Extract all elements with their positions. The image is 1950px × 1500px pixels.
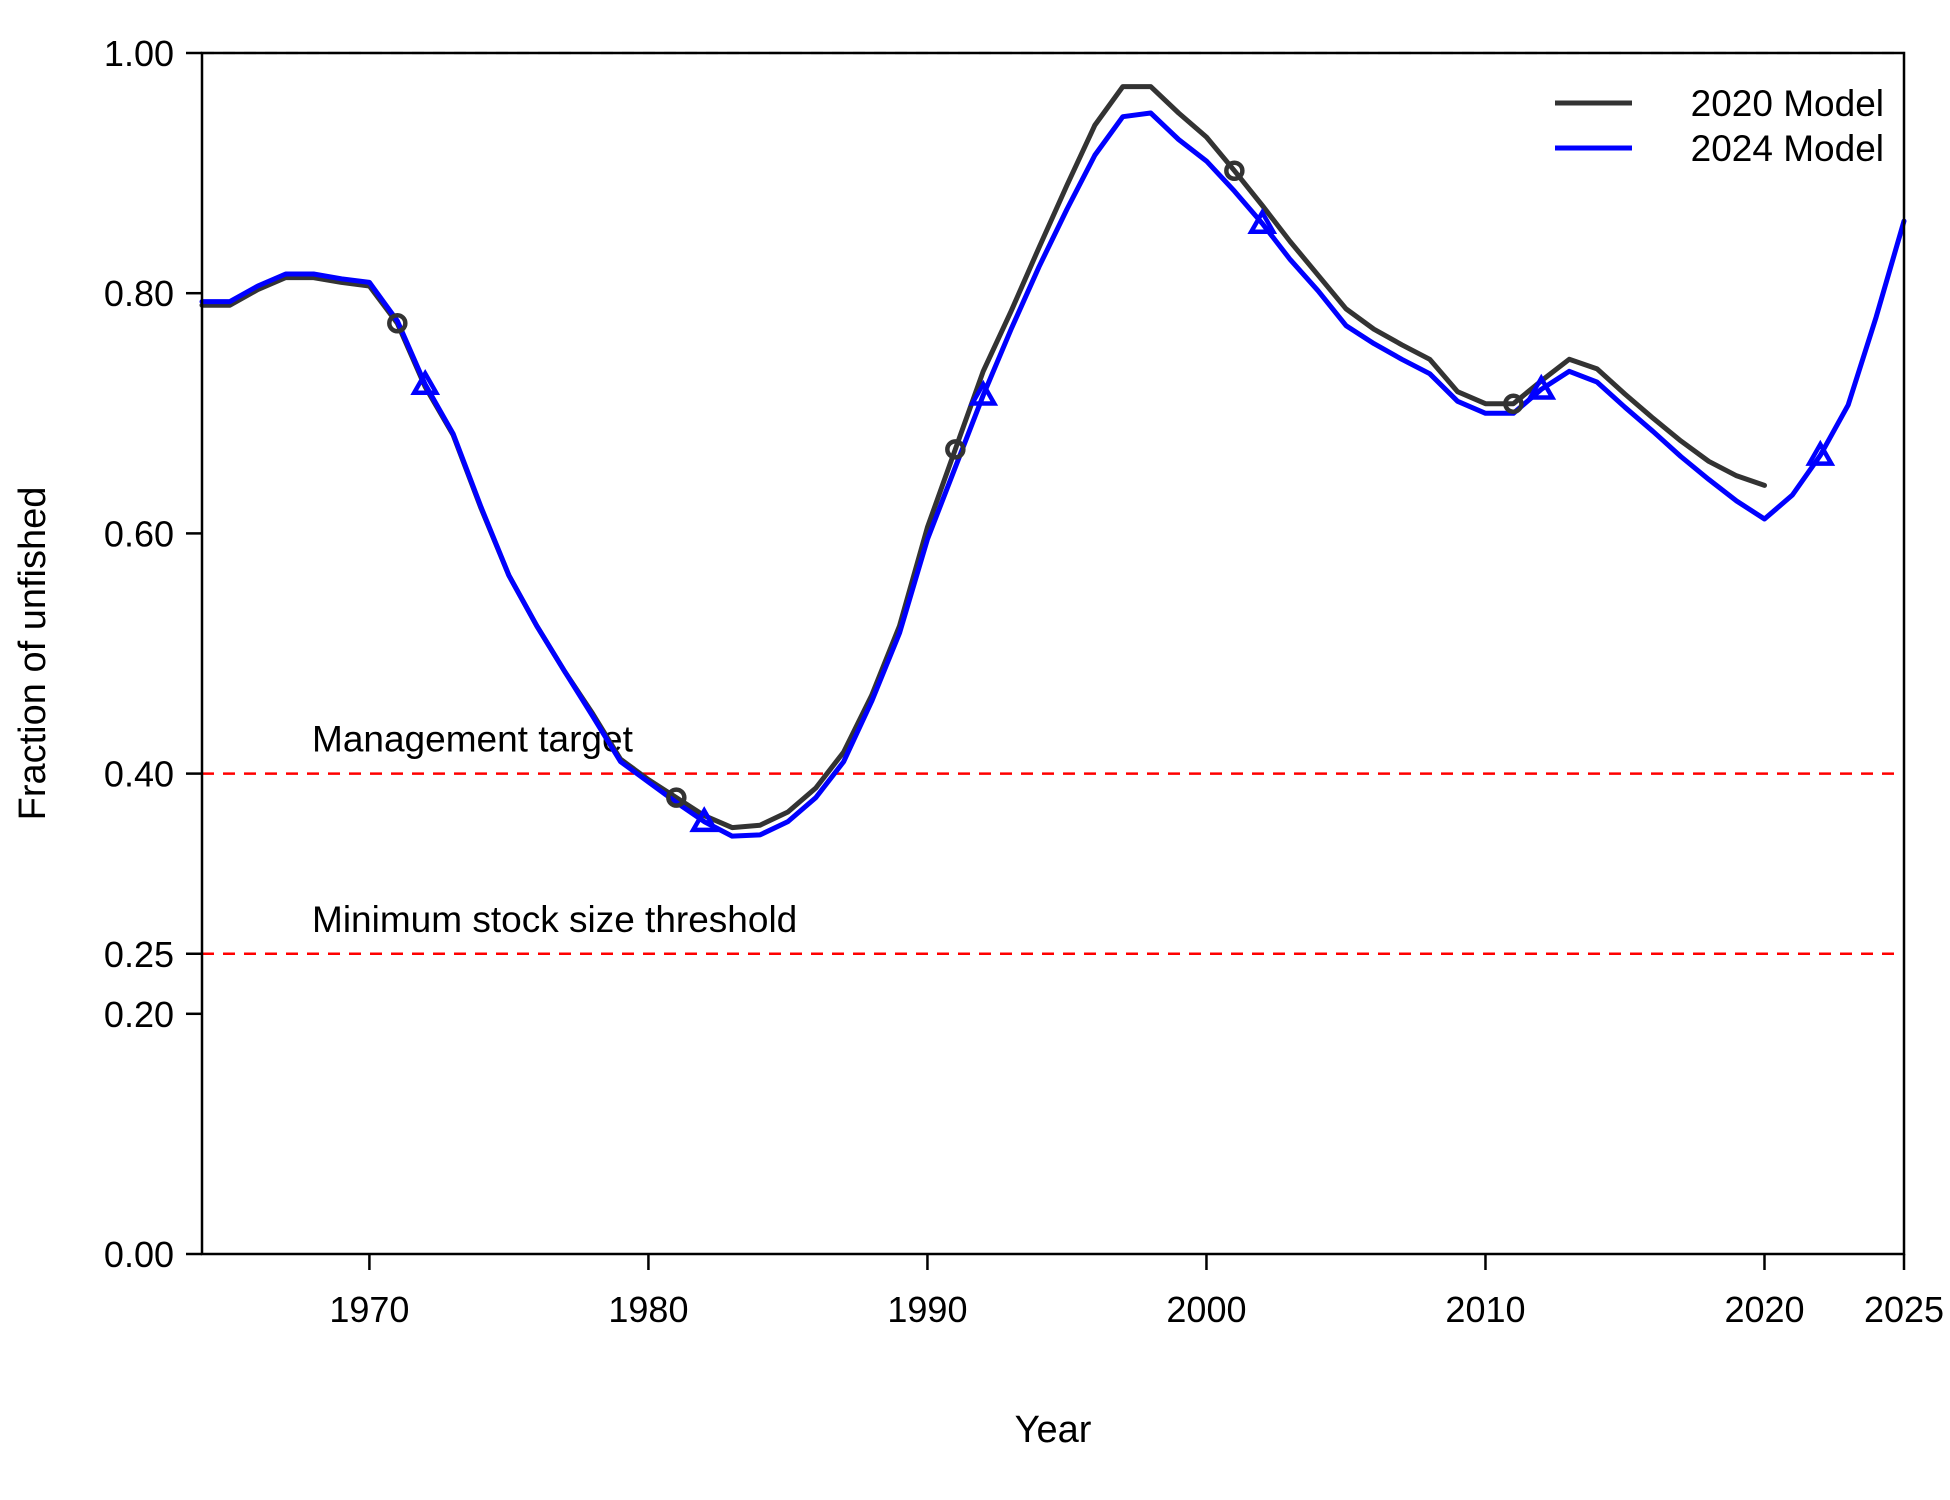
series-marker-point (1224, 160, 1245, 181)
series-marker-point (689, 806, 720, 833)
y-tick-label: 1.00 (104, 33, 174, 74)
x-tick-label: 2020 (1724, 1289, 1804, 1330)
series-marker-point (387, 312, 408, 334)
legend-label: 2024 Model (1691, 128, 1884, 169)
y-tick-label: 0.40 (104, 754, 174, 795)
series-marker-point (968, 379, 999, 406)
y-tick-label: 0.60 (104, 513, 174, 554)
reference-line-label: Minimum stock size threshold (312, 899, 797, 940)
series-marker-point (410, 368, 441, 395)
x-tick-label: 2025 (1864, 1289, 1944, 1330)
y-axis-title: Fraction of unfished (12, 487, 54, 821)
x-tick-label: 1990 (887, 1289, 967, 1330)
series-marker-point (1805, 439, 1836, 466)
series-marker-point (1247, 208, 1278, 235)
series-line-2 (199, 110, 1907, 839)
x-axis: 1970 1980 1990 2000 2010 2020 2025 (329, 1254, 1944, 1330)
series-markers (387, 160, 1836, 833)
y-axis: 0.00 0.20 0.25 0.40 0.60 0.80 1.00 (104, 33, 202, 1275)
series-marker-point (1503, 393, 1524, 414)
series-marker-point (945, 439, 966, 460)
y-tick-label: 0.00 (104, 1234, 174, 1275)
y-tick-label: 0.25 (104, 934, 174, 975)
reference-lines: Management target Minimum stock size thre… (202, 51, 1904, 955)
series-marker-point (1526, 373, 1557, 400)
legend-label: 2020 Model (1691, 83, 1884, 124)
series-line-1 (199, 84, 1767, 831)
y-tick-label: 0.20 (104, 994, 174, 1035)
x-tick-label: 1980 (608, 1289, 688, 1330)
x-axis-title: Year (1015, 1409, 1092, 1451)
reference-line-label: Management target (312, 719, 634, 760)
x-tick-label: 2010 (1445, 1289, 1525, 1330)
y-tick-label: 0.80 (104, 273, 174, 314)
x-tick-label: 1970 (329, 1289, 409, 1330)
x-tick-label: 2000 (1166, 1289, 1246, 1330)
series-marker-point (666, 787, 687, 808)
plot-frame (200, 51, 1906, 1256)
